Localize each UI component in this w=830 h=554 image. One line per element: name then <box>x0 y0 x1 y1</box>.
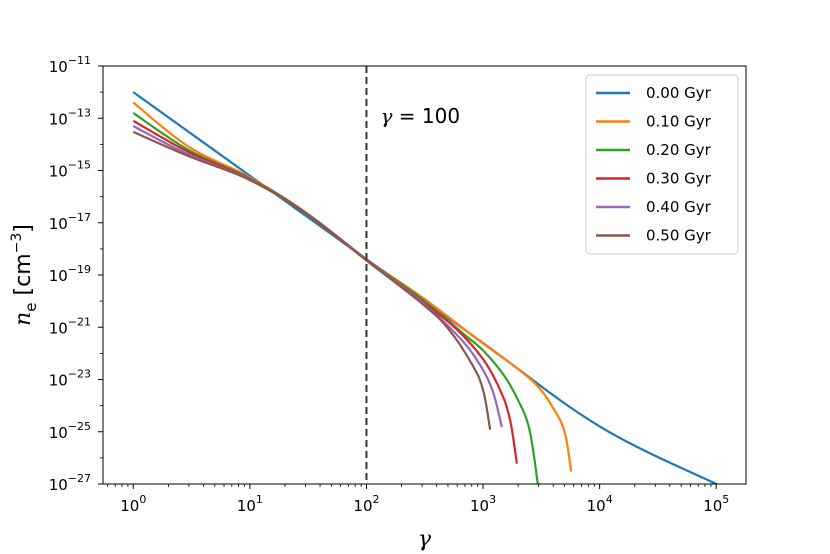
y-tick-label: 10−25 <box>49 420 91 442</box>
legend-label-4: 0.40 Gyr <box>646 198 712 216</box>
series-line-1 <box>132 101 573 472</box>
legend-label-1: 0.10 Gyr <box>646 113 712 131</box>
x-tick-label: 104 <box>587 493 613 515</box>
y-tick-label: 10−17 <box>49 211 91 233</box>
legend-box <box>585 74 739 255</box>
y-axis-label: ne [cm−3] <box>9 224 40 326</box>
legend: 0.00 Gyr 0.10 Gyr 0.20 Gyr 0.30 Gyr 0.40 Gyr… <box>585 74 739 255</box>
x-axis-label: γ <box>418 527 432 552</box>
legend-label-3: 0.30 Gyr <box>646 170 712 188</box>
annotation-gamma-100: γ = 100 <box>380 104 460 128</box>
y-tick-label: 10−15 <box>49 159 91 181</box>
x-tick-label: 105 <box>703 493 729 515</box>
y-tick-label: 10−23 <box>49 368 91 390</box>
series-line-5 <box>132 130 492 430</box>
legend-label-5: 0.50 Gyr <box>646 227 712 245</box>
y-tick-label: 10−13 <box>49 106 91 128</box>
y-tick-label: 10−19 <box>49 263 91 285</box>
legend-label-0: 0.00 Gyr <box>646 84 712 102</box>
x-tick-label: 102 <box>353 493 379 515</box>
y-tick-label: 10−27 <box>49 472 91 494</box>
x-tick-label: 103 <box>470 493 496 515</box>
series-line-2 <box>132 112 539 484</box>
y-tick-label: 10−21 <box>49 315 91 337</box>
series-line-3 <box>132 119 518 464</box>
legend-label-2: 0.20 Gyr <box>646 141 712 159</box>
x-tick-label: 101 <box>237 493 263 515</box>
x-tick-label: 100 <box>120 493 146 515</box>
y-tick-label: 10−11 <box>49 54 91 76</box>
series-line-4 <box>132 125 503 428</box>
axes-layer: 100 101 102 103 104 105 10−27 10−25 10−23 10−21 10… <box>49 54 747 515</box>
series-layer <box>132 91 717 484</box>
